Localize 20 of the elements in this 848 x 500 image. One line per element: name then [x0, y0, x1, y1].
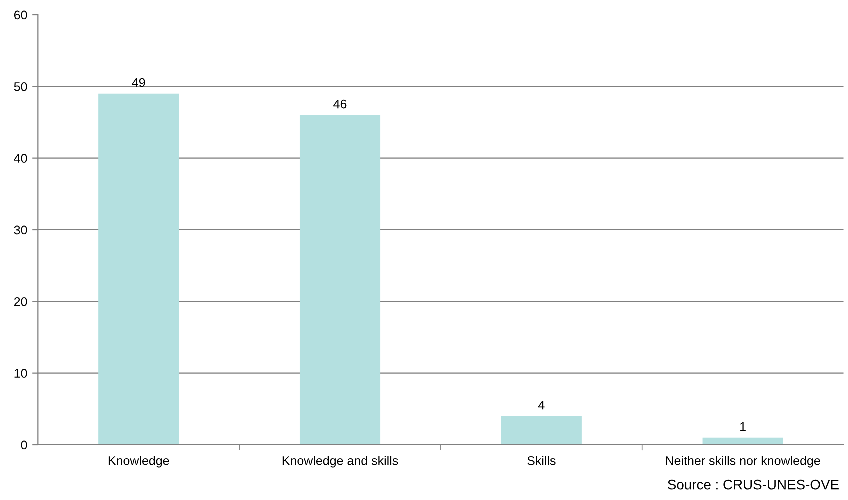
- y-tick-label: 60: [14, 10, 28, 20]
- x-tick-label: Knowledge: [108, 456, 170, 468]
- bar: [501, 416, 582, 445]
- data-label: 1: [740, 422, 746, 432]
- source-note: Source : CRUS-UNES-OVE: [668, 480, 839, 490]
- y-tick-label: 10: [14, 369, 28, 378]
- y-tick-label: 50: [14, 82, 28, 92]
- y-tick-label: 30: [14, 226, 28, 235]
- y-tick-label: 20: [14, 297, 28, 306]
- x-tick-label: Knowledge and skills: [282, 456, 398, 468]
- data-label: 49: [132, 78, 146, 88]
- x-tick-label: Skills: [528, 456, 556, 466]
- bar: [98, 94, 180, 445]
- bar: [300, 115, 381, 445]
- data-label: 46: [334, 100, 347, 109]
- x-tick-label: Neither skills nor knowledge: [666, 456, 820, 468]
- y-tick-label: 0: [21, 440, 28, 450]
- data-label: 4: [538, 400, 545, 410]
- y-tick-label: 40: [14, 154, 28, 163]
- bar: [702, 438, 784, 445]
